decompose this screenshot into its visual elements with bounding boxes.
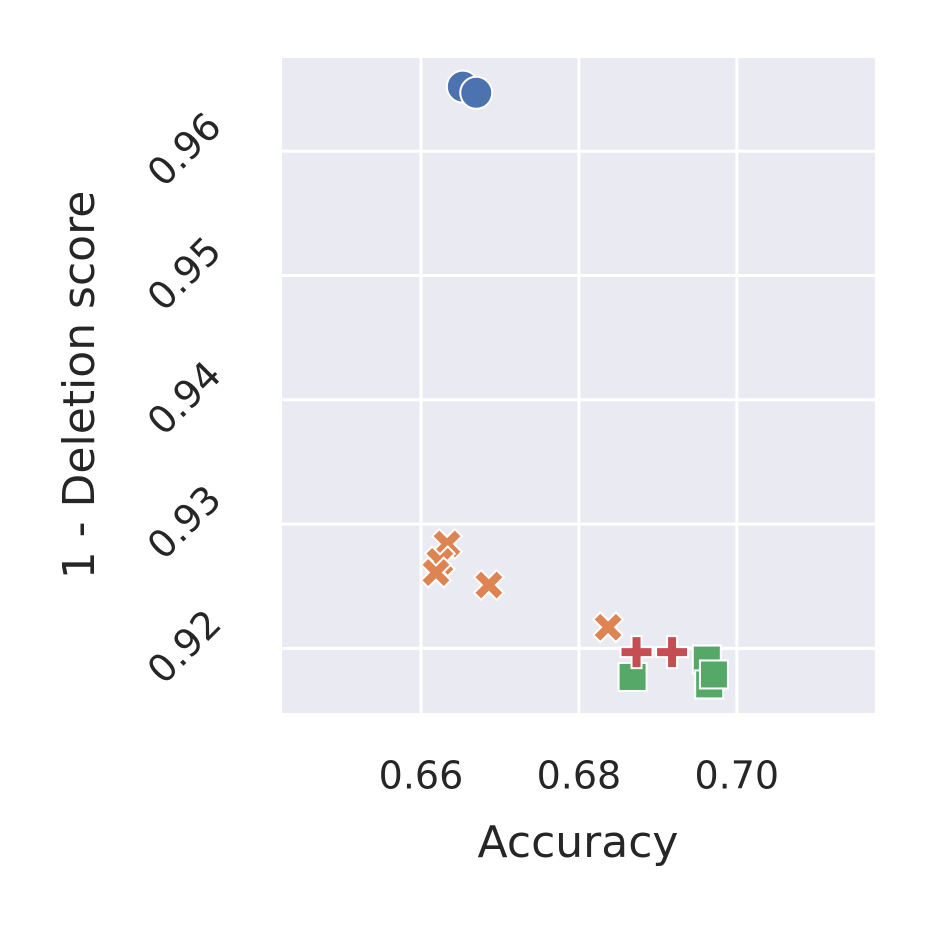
point xyxy=(698,659,729,690)
x-tick-label: 0.66 xyxy=(379,754,464,798)
x-tick-label: 0.70 xyxy=(695,754,780,798)
point xyxy=(655,635,690,670)
y-tick-label: 0.92 xyxy=(139,601,230,692)
x-tick-label: 0.68 xyxy=(537,754,622,798)
point xyxy=(459,75,494,110)
grid xyxy=(282,58,875,713)
point xyxy=(619,635,654,670)
point xyxy=(472,568,506,602)
y-tick-label: 0.94 xyxy=(139,353,230,444)
x-axis-label: Accuracy xyxy=(478,817,679,868)
y-axis-label: 1 - Deletion score xyxy=(54,191,105,580)
y-tick-label: 0.93 xyxy=(139,477,230,568)
point xyxy=(591,610,625,644)
y-tick-label: 0.95 xyxy=(139,228,230,319)
y-tick-label: 0.96 xyxy=(139,104,230,195)
point xyxy=(419,556,453,589)
marks xyxy=(419,69,729,700)
